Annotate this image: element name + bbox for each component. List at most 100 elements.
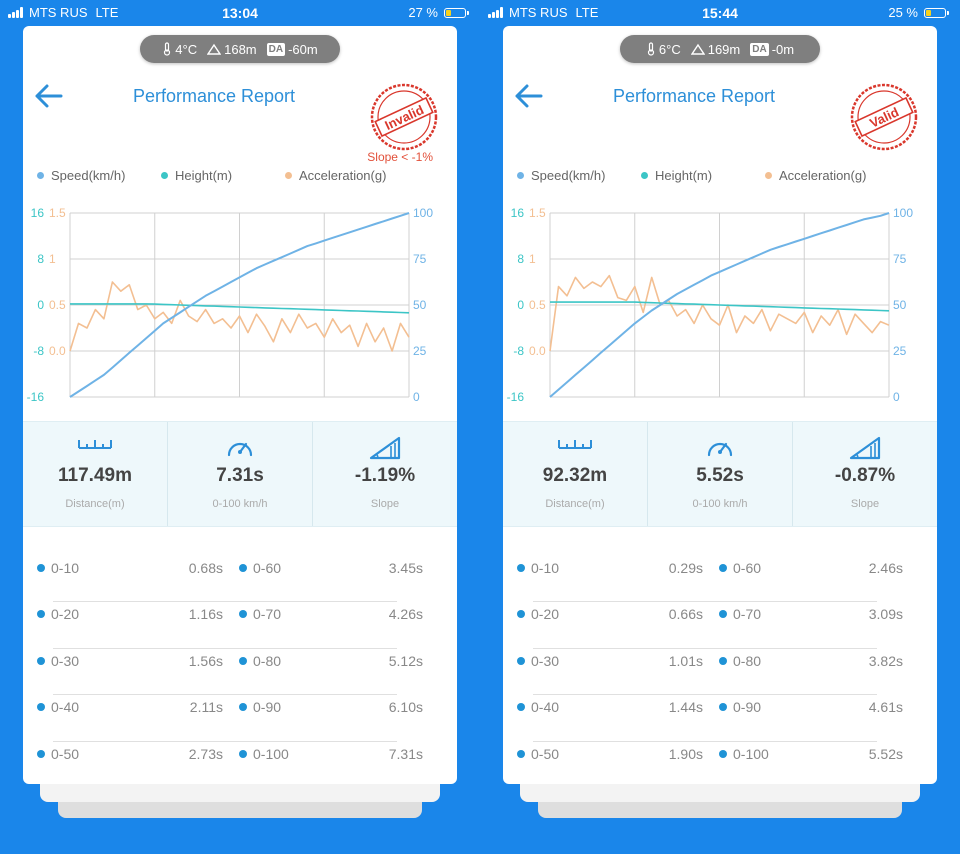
acceleration-tick-label: 1 bbox=[529, 252, 536, 266]
acceleration-tick-label: 1 bbox=[49, 252, 56, 266]
acceleration-tick-label: 0.0 bbox=[49, 344, 66, 358]
bullet-dot-icon bbox=[719, 610, 727, 619]
card-stack-shadow bbox=[538, 802, 902, 818]
speed-tick-label: 50 bbox=[413, 298, 427, 312]
status-bar: MTS RUS LTE 13:04 27 % bbox=[0, 0, 480, 24]
report-card: 6°C 169m DA -0m Performance Report Valid bbox=[503, 26, 937, 784]
split-label: 0-10 bbox=[37, 560, 79, 576]
split-label: 0-10 bbox=[517, 560, 559, 576]
split-label: 0-60 bbox=[719, 560, 761, 576]
thermometer-icon bbox=[164, 42, 171, 56]
split-label: 0-70 bbox=[239, 606, 281, 622]
split-label: 0-100 bbox=[719, 746, 769, 762]
split-label: 0-20 bbox=[517, 606, 559, 622]
height-tick-label: 8 bbox=[37, 252, 44, 266]
bullet-dot-icon bbox=[517, 564, 525, 572]
distance-value: 117.49m bbox=[58, 465, 132, 486]
height-tick-label: 16 bbox=[511, 206, 525, 220]
distance-label: Distance(m) bbox=[65, 498, 125, 510]
altitude-value: 169m bbox=[707, 41, 741, 57]
bullet-dot-icon bbox=[719, 656, 727, 665]
status-bar: MTS RUS LTE 15:44 25 % bbox=[480, 0, 960, 24]
split-times-list: 0-10 0.68s 0-60 3.45s 0-20 1.16s 0-70 4.… bbox=[23, 556, 457, 784]
weather-pill: 4°C 168m DA -60m bbox=[140, 35, 340, 63]
page-title: Performance Report bbox=[132, 86, 296, 106]
carrier-name: MTS RUS bbox=[509, 5, 568, 20]
split-time: 7.31s bbox=[388, 745, 423, 762]
acceleration-tick-label: 0.5 bbox=[49, 298, 66, 312]
legend-acceleration: Acceleration(g) bbox=[285, 168, 386, 183]
split-label: 0-70 bbox=[719, 606, 761, 622]
acceleration-tick-label: 1.5 bbox=[529, 206, 546, 220]
height-series-line bbox=[550, 301, 890, 312]
speed-tick-label: 0 bbox=[893, 390, 900, 404]
bullet-dot-icon bbox=[239, 610, 247, 619]
height-tick-label: 0 bbox=[517, 298, 524, 312]
split-time: 4.26s bbox=[388, 606, 423, 623]
distance-label: Distance(m) bbox=[545, 498, 605, 510]
card-stack-shadow bbox=[520, 784, 920, 802]
mountain-icon bbox=[207, 43, 222, 55]
split-label: 0-40 bbox=[37, 699, 79, 715]
height-tick-label: 16 bbox=[31, 206, 45, 220]
speed-tick-label: 50 bbox=[893, 298, 907, 312]
acceleration-series-line bbox=[549, 274, 890, 352]
speed-tick-label: 100 bbox=[893, 206, 913, 220]
split-time: 1.16s bbox=[188, 606, 223, 623]
temperature-value: 6°C bbox=[658, 41, 681, 57]
split-label: 0-20 bbox=[37, 606, 79, 622]
temperature-value: 4°C bbox=[175, 41, 198, 57]
split-time: 2.11s bbox=[189, 699, 223, 716]
stamp-label: Valid bbox=[867, 104, 901, 130]
split-time: 1.44s bbox=[668, 699, 703, 716]
height-tick-label: -8 bbox=[33, 344, 44, 358]
height-series-line bbox=[70, 303, 410, 314]
performance-chart: 16 8 0 -8 -16 1.5 1 0.5 0.0 100 75 50 25 0 bbox=[27, 206, 434, 404]
speed-tick-label: 100 bbox=[413, 206, 433, 220]
split-row: 0-40 2.11s 0-90 6.10s bbox=[23, 695, 457, 742]
speed-series-line bbox=[69, 212, 410, 398]
bullet-dot-icon bbox=[517, 656, 525, 665]
speed-series-line bbox=[549, 212, 890, 398]
acceleration-tick-label: 0.5 bbox=[529, 298, 546, 312]
split-time: 5.52s bbox=[868, 745, 903, 762]
split-label: 0-50 bbox=[517, 746, 559, 762]
split-time: 0.66s bbox=[668, 606, 703, 623]
back-button[interactable] bbox=[33, 83, 65, 111]
legend-speed: Speed(km/h) bbox=[517, 168, 605, 183]
battery-percent: 25 % bbox=[888, 5, 918, 20]
bullet-dot-icon bbox=[239, 564, 247, 572]
legend-speed: Speed(km/h) bbox=[37, 168, 125, 183]
distance-value: 92.32m bbox=[542, 465, 608, 486]
back-button[interactable] bbox=[513, 83, 545, 111]
stat-distance: 117.49m Distance(m) bbox=[23, 422, 168, 526]
split-row: 0-20 0.66s 0-70 3.09s bbox=[503, 602, 937, 650]
split-row: 0-50 1.90s 0-100 5.52s bbox=[503, 742, 937, 784]
split-label: 0-100 bbox=[239, 746, 289, 762]
mountain-icon bbox=[690, 43, 705, 55]
bullet-dot-icon bbox=[719, 749, 727, 758]
signal-icon bbox=[488, 7, 504, 18]
page-title: Performance Report bbox=[612, 86, 776, 106]
legend-height-dot bbox=[641, 172, 648, 179]
card-stack-shadow bbox=[58, 802, 422, 818]
split-time: 3.09s bbox=[868, 606, 903, 623]
thermometer-icon bbox=[647, 42, 654, 56]
speed-tick-label: 75 bbox=[893, 252, 907, 266]
split-label: 0-40 bbox=[517, 699, 559, 715]
split-label: 0-80 bbox=[239, 653, 281, 669]
legend-acceleration-dot bbox=[285, 172, 292, 179]
speed-tick-label: 25 bbox=[893, 344, 907, 358]
slope-label: Slope bbox=[850, 498, 880, 510]
split-time: 1.90s bbox=[668, 745, 703, 762]
split-time: 6.10s bbox=[388, 699, 423, 716]
split-row: 0-40 1.44s 0-90 4.61s bbox=[503, 695, 937, 742]
split-time: 3.82s bbox=[868, 652, 903, 669]
split-label: 0-50 bbox=[37, 746, 79, 762]
carrier-name: MTS RUS bbox=[29, 5, 88, 20]
split-time: 1.56s bbox=[188, 652, 223, 669]
split-row: 0-10 0.29s 0-60 2.46s bbox=[503, 556, 937, 603]
height-tick-label: -8 bbox=[513, 344, 524, 358]
slope-icon bbox=[369, 436, 401, 460]
report-card: 4°C 168m DA -60m Performance Report Inva… bbox=[23, 26, 457, 784]
